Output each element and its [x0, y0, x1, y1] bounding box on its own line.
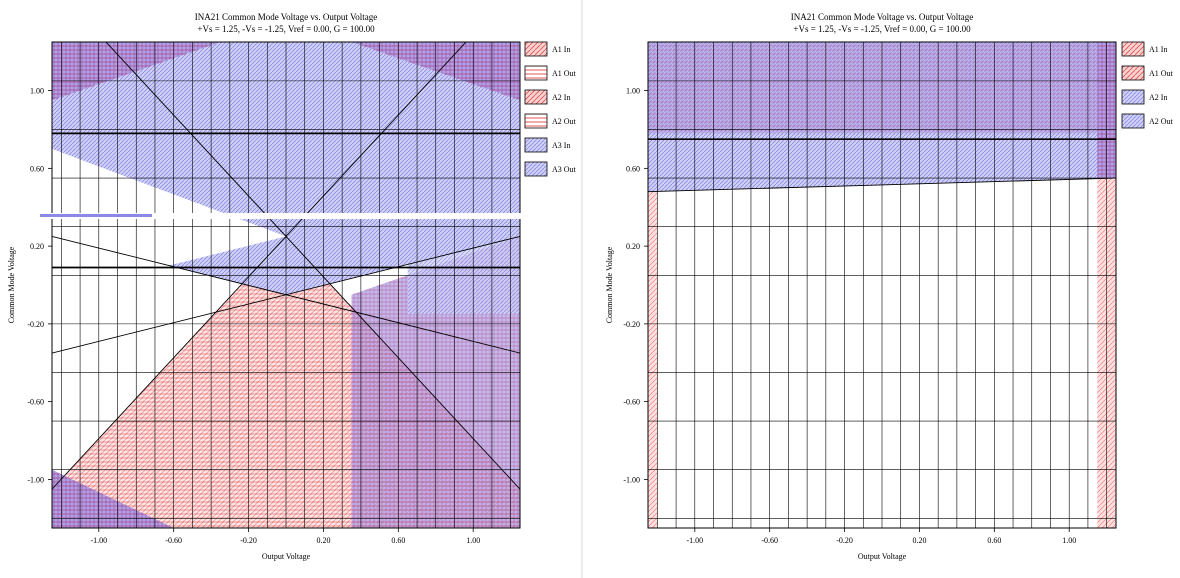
x-tick-label: 1.00	[466, 536, 480, 545]
y-tick-label: -1.00	[623, 475, 640, 484]
chart-panel-left: INA21 Common Mode Voltage vs. Output Vol…	[7, 12, 577, 561]
legend: A1 In A1 Out A2 In A2 Out A3 In A3 Out	[524, 41, 577, 177]
plot-area	[52, 42, 520, 528]
y-tick-label: 1.00	[626, 87, 640, 96]
legend-label: A2 In	[552, 93, 570, 102]
legend-swatch	[524, 161, 548, 177]
region-a1-in	[648, 191, 658, 528]
legend-swatch	[1121, 89, 1145, 105]
x-tick-label: -0.60	[761, 536, 778, 545]
x-tick-label: -0.60	[165, 536, 182, 545]
y-axis-label: Common Mode Voltage	[605, 246, 614, 323]
chart-subtitle: +Vs = 1.25, -Vs = -1.25, Vref = 0.00, G …	[197, 24, 375, 34]
legend-swatch	[1121, 113, 1145, 129]
y-tick-label: -0.60	[27, 398, 44, 407]
y-tick-label: 0.60	[30, 164, 44, 173]
y-tick-label: -0.20	[27, 320, 44, 329]
legend-label: A1 In	[552, 45, 570, 54]
y-tick-label: -0.20	[623, 320, 640, 329]
chart-title: INA21 Common Mode Voltage vs. Output Vol…	[791, 12, 974, 22]
plot-area	[648, 42, 1116, 528]
region-gap-left	[52, 148, 286, 295]
legend-label: A2 Out	[552, 117, 577, 126]
legend-swatch	[524, 113, 548, 129]
y-tick-label: -1.00	[27, 475, 44, 484]
x-tick-label: -0.20	[240, 536, 257, 545]
y-tick-label: 0.60	[626, 164, 640, 173]
x-tick-label: 0.60	[987, 536, 1001, 545]
legend-label: A2 In	[1149, 93, 1167, 102]
legend: A1 In A1 Out A2 In A2 Out	[1121, 41, 1174, 129]
legend-label: A3 In	[552, 141, 570, 150]
y-tick-label: 0.20	[30, 242, 44, 251]
legend-swatch	[524, 89, 548, 105]
y-tick-label: 0.20	[626, 242, 640, 251]
legend-label: A2 Out	[1149, 117, 1174, 126]
chart-subtitle: +Vs = 1.25, -Vs = -1.25, Vref = 0.00, G …	[793, 24, 971, 34]
render-gap	[40, 213, 522, 219]
legend-swatch	[524, 65, 548, 81]
legend-swatch	[1121, 41, 1145, 57]
x-tick-label: 0.20	[912, 536, 926, 545]
legend-swatch	[1121, 65, 1145, 81]
boundary-line	[105, 42, 520, 490]
legend-swatch	[524, 137, 548, 153]
y-axis-label: Common Mode Voltage	[7, 246, 16, 323]
x-tick-label: -0.20	[836, 536, 853, 545]
chart-panel-right: INA21 Common Mode Voltage vs. Output Vol…	[605, 12, 1174, 561]
legend-swatch	[524, 41, 548, 57]
plot-frame	[51, 41, 521, 529]
legend-label: A3 Out	[552, 165, 577, 174]
boundary-line	[52, 235, 520, 354]
x-axis-label: Output Voltage	[858, 552, 907, 561]
x-tick-label: -1.00	[90, 536, 107, 545]
legend-label: A1 Out	[1149, 69, 1174, 78]
legend-label: A1 In	[1149, 45, 1167, 54]
y-tick-label: -0.60	[623, 398, 640, 407]
chart-title: INA21 Common Mode Voltage vs. Output Vol…	[195, 12, 378, 22]
x-axis-label: Output Voltage	[262, 552, 311, 561]
x-tick-label: 1.00	[1062, 536, 1076, 545]
legend-label: A1 Out	[552, 69, 577, 78]
render-artifact-bar	[40, 214, 152, 217]
plot-frame	[647, 41, 1117, 529]
x-tick-label: 0.60	[391, 536, 405, 545]
x-tick-label: 0.20	[316, 536, 330, 545]
region-overlap-bottom-left	[52, 469, 174, 528]
boundary-line	[648, 177, 1116, 193]
x-tick-label: -1.00	[686, 536, 703, 545]
y-tick-label: 1.00	[30, 87, 44, 96]
